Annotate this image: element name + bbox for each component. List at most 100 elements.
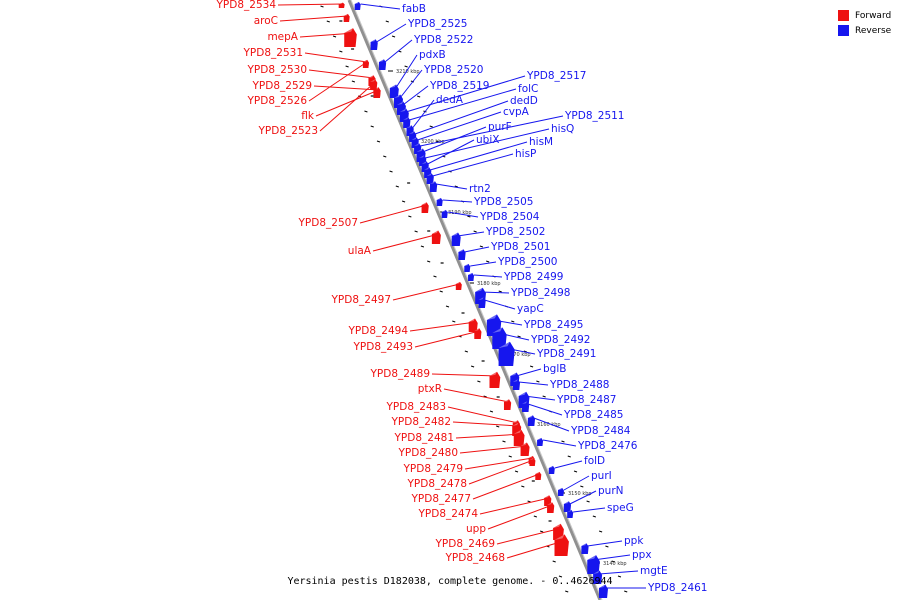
scale-tick-label: 3150 kbp <box>568 491 592 497</box>
tick-mark <box>533 515 538 518</box>
gene-label-forward: ulaA <box>348 245 372 257</box>
leader-line-forward <box>455 433 523 439</box>
tick-mark <box>433 275 437 278</box>
gene-labels: YPD8_2534 aroC mepA YPD8_2531 YPD8_2530 YPD8_… <box>216 0 708 594</box>
gene-highlight <box>354 1 359 4</box>
leader-line-forward <box>277 3 343 6</box>
gene-highlight <box>581 543 587 546</box>
gene-label-reverse: YPD8_2498 <box>510 287 570 299</box>
tick-mark <box>401 200 406 203</box>
tick-mark <box>452 320 456 323</box>
gene-label-forward: YPD8_2468 <box>445 552 505 564</box>
gene-block <box>587 555 600 574</box>
gene-highlight <box>429 181 436 184</box>
tick-mark <box>552 560 556 563</box>
gene-highlight <box>431 230 439 234</box>
gene-block <box>512 379 521 390</box>
gene-forward <box>553 523 564 540</box>
gene-block <box>436 197 443 206</box>
leader-line-forward <box>431 373 499 377</box>
tick-mark <box>429 125 433 128</box>
tick-mark <box>605 545 609 548</box>
leader-line-reverse <box>384 39 413 63</box>
tick-mark <box>580 485 584 488</box>
leader-line-reverse <box>524 395 556 401</box>
tick-mark <box>489 410 494 413</box>
tick-mark <box>464 350 468 353</box>
gene-forward <box>370 79 378 90</box>
gene-block <box>403 117 411 128</box>
gene-label-forward: aroC <box>254 15 278 27</box>
gene-highlight <box>486 314 497 320</box>
gene-label-reverse: rtn2 <box>469 183 491 195</box>
gene-block <box>464 263 471 272</box>
tick-mark <box>389 170 393 173</box>
tick-mark <box>339 50 343 53</box>
scale-tick-label: 3160 kbp <box>537 422 561 428</box>
tick-mark <box>479 245 484 248</box>
gene-label-reverse: YPD8_2461 <box>647 582 707 594</box>
gene-highlight <box>451 232 459 236</box>
leader-line-reverse <box>422 126 487 153</box>
gene-forward <box>544 495 552 506</box>
gene-label-reverse: hisQ <box>551 123 574 135</box>
gene-forward <box>547 502 555 513</box>
gene-block <box>547 502 555 513</box>
tick-mark <box>592 515 597 518</box>
tick-mark <box>351 80 356 83</box>
gene-highlight <box>370 39 376 42</box>
tick-mark <box>558 575 563 578</box>
leader-line-reverse <box>599 570 639 575</box>
gene-highlight <box>529 457 534 460</box>
gene-highlight <box>419 155 425 158</box>
gene-forward <box>474 328 482 339</box>
gene-block <box>598 584 608 598</box>
gene-highlight <box>414 143 420 146</box>
gene-label-forward: ptxR <box>418 383 442 395</box>
tick-mark <box>539 530 544 533</box>
minor-feature <box>440 262 444 264</box>
gene-label-reverse: YPD8_2476 <box>577 440 638 452</box>
gene-label-forward: flk <box>301 110 315 122</box>
gene-block <box>503 399 512 410</box>
tick-mark <box>586 500 590 503</box>
gene-highlight <box>512 422 519 426</box>
gene-reverse <box>441 209 448 218</box>
gene-block <box>451 232 461 246</box>
tick-mark <box>370 125 374 128</box>
leader-line-reverse <box>464 246 490 253</box>
gene-label-forward: YPD8_2497 <box>331 294 391 306</box>
gene-label-reverse: fabB <box>402 3 426 15</box>
gene-highlight <box>416 148 423 152</box>
leader-line-forward <box>313 85 379 91</box>
gene-reverse <box>426 173 434 184</box>
leader-line-forward <box>359 204 427 224</box>
gene-highlight <box>537 437 542 440</box>
gene-forward <box>362 59 369 68</box>
gene-reverse <box>436 197 443 206</box>
map-caption: Yersinia pestis D182038, complete genome… <box>0 576 900 587</box>
tick-mark <box>326 20 330 23</box>
tick-mark <box>617 575 622 578</box>
caption-text: Yersinia pestis D182038, complete genome… <box>287 576 613 587</box>
gene-block <box>455 281 462 290</box>
gene-reverse <box>451 232 461 246</box>
gene-highlight <box>498 341 510 348</box>
gene-forward <box>535 471 542 480</box>
gene-block <box>458 249 466 260</box>
minor-feature <box>407 182 411 184</box>
minor-feature <box>481 360 485 362</box>
gene-reverse <box>548 465 555 474</box>
tick-mark <box>542 395 546 398</box>
gene-label-forward: YPD8_2469 <box>435 538 495 550</box>
gene-label-reverse: purF <box>488 121 512 133</box>
leader-line-forward <box>304 52 368 63</box>
gene-label-forward: upp <box>466 523 486 535</box>
gene-highlight <box>389 84 397 88</box>
leader-line-reverse <box>429 141 528 171</box>
reverse-swatch <box>838 25 849 36</box>
gene-label-reverse: bglB <box>543 363 566 375</box>
gene-highlight <box>554 534 565 540</box>
leader-line-forward <box>279 15 348 22</box>
